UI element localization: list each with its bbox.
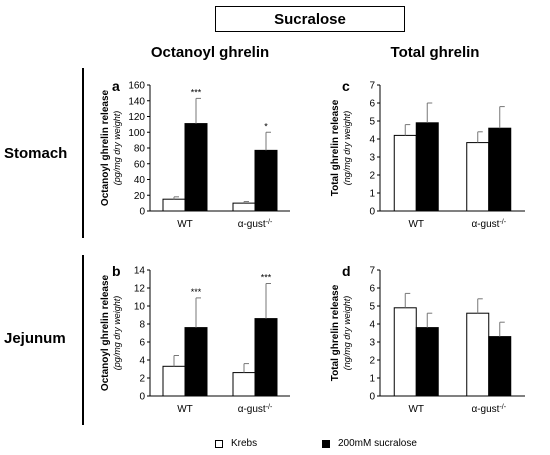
significance-b-0: *** [191, 287, 202, 297]
y-tick-label-c-7: 7 [369, 81, 375, 92]
y-tick-label-c-4: 4 [369, 135, 375, 146]
panel-letter-b: b [112, 263, 121, 279]
row-title-jejunum: Jejunum [4, 330, 66, 347]
y-axis-label-d: Total ghrelin release [330, 284, 341, 381]
y-axis-unit-c: (ng/mg dry weight) [342, 111, 352, 186]
y-axis-unit-d: (ng/mg dry weight) [342, 296, 352, 371]
legend-label-sucralose: 200mM sucralose [338, 438, 417, 449]
y-tick-label-c-0: 0 [369, 207, 375, 218]
bar-d-1-1 [488, 336, 512, 397]
y-tick-label-d-2: 2 [369, 356, 375, 367]
y-tick-label-b-6: 12 [134, 284, 146, 295]
y-tick-label-a-0: 0 [139, 207, 145, 218]
y-axis-label-c: Total ghrelin release [330, 99, 341, 196]
y-tick-label-a-8: 160 [128, 81, 145, 92]
bar-a-1-1 [254, 149, 278, 212]
y-tick-label-d-7: 7 [369, 266, 375, 277]
y-tick-label-b-3: 6 [139, 338, 145, 349]
column-title-total: Total ghrelin [390, 44, 480, 61]
y-tick-label-a-5: 100 [128, 128, 145, 139]
bar-c-0-0 [393, 134, 417, 212]
bar-c-1-1 [488, 127, 512, 212]
y-tick-label-b-2: 4 [139, 356, 145, 367]
row-title-stomach: Stomach [4, 145, 68, 162]
y-axis-unit-b: (pg/mg dry weight) [112, 296, 122, 371]
bar-a-1-0 [232, 202, 256, 212]
y-tick-label-a-4: 80 [134, 144, 146, 155]
y-tick-label-a-2: 40 [134, 175, 146, 186]
legend-item-krebs: Krebs [215, 438, 257, 449]
y-tick-label-b-0: 0 [139, 392, 145, 403]
y-axis-unit-a: (pg/mg dry weight) [112, 111, 122, 186]
panel-letter-c: c [342, 78, 350, 94]
stomach-row-divider [82, 68, 84, 238]
column-title-octanoyl: Octanoyl ghrelin [150, 44, 270, 61]
panel-letter-d: d [342, 263, 351, 279]
y-tick-label-c-3: 3 [369, 153, 375, 164]
significance-a-0: *** [191, 87, 202, 97]
legend-swatch-sucralose [322, 439, 330, 448]
y-axis-label-b: Octanoyl ghrelin release [100, 274, 111, 391]
x-tick-label-d-0: WT [408, 404, 424, 415]
chart-header-title: Sucralose [215, 6, 405, 32]
x-tick-label-a-1: α-gust-/- [238, 219, 273, 231]
y-tick-label-d-4: 4 [369, 320, 375, 331]
bar-c-0-1 [415, 122, 439, 212]
x-tick-label-c-1: α-gust-/- [471, 219, 506, 231]
y-tick-label-b-4: 8 [139, 320, 145, 331]
y-tick-label-a-3: 60 [134, 159, 146, 170]
y-tick-label-d-0: 0 [369, 392, 375, 403]
legend-swatch-krebs [215, 439, 223, 448]
bar-d-0-0 [393, 307, 417, 397]
panel-letter-a: a [112, 78, 120, 94]
bar-d-1-0 [466, 312, 490, 397]
y-tick-label-a-1: 20 [134, 191, 146, 202]
y-tick-label-b-5: 10 [134, 302, 146, 313]
significance-a-1: * [264, 121, 268, 131]
jejunum-row-divider [82, 255, 84, 425]
y-tick-label-b-7: 14 [134, 266, 146, 277]
x-tick-label-b-0: WT [177, 404, 193, 415]
x-tick-label-c-0: WT [408, 219, 424, 230]
x-tick-label-d-1: α-gust-/- [471, 404, 506, 416]
y-tick-label-b-1: 2 [139, 374, 145, 385]
bar-b-0-0 [162, 365, 186, 397]
y-tick-label-d-5: 5 [369, 302, 375, 313]
bar-a-0-0 [162, 198, 186, 212]
y-tick-label-d-3: 3 [369, 338, 375, 349]
y-tick-label-c-6: 6 [369, 99, 375, 110]
y-tick-label-c-1: 1 [369, 189, 375, 200]
legend-item-sucralose: 200mM sucralose [322, 438, 417, 449]
bar-b-1-0 [232, 372, 256, 397]
y-tick-label-c-5: 5 [369, 117, 375, 128]
legend: Krebs 200mM sucralose [0, 436, 550, 452]
y-tick-label-c-2: 2 [369, 171, 375, 182]
y-axis-label-a: Octanoyl ghrelin release [100, 89, 111, 206]
x-tick-label-b-1: α-gust-/- [238, 404, 273, 416]
bar-d-0-1 [415, 327, 439, 397]
bar-a-0-1 [184, 123, 208, 212]
y-tick-label-a-6: 120 [128, 112, 145, 123]
y-tick-label-a-7: 140 [128, 96, 145, 107]
legend-label-krebs: Krebs [231, 438, 258, 449]
y-tick-label-d-1: 1 [369, 374, 375, 385]
bar-b-1-1 [254, 318, 278, 397]
x-tick-label-a-0: WT [177, 219, 193, 230]
bar-b-0-1 [184, 327, 208, 397]
bar-c-1-0 [466, 142, 490, 212]
significance-b-1: *** [261, 273, 272, 283]
y-tick-label-d-6: 6 [369, 284, 375, 295]
